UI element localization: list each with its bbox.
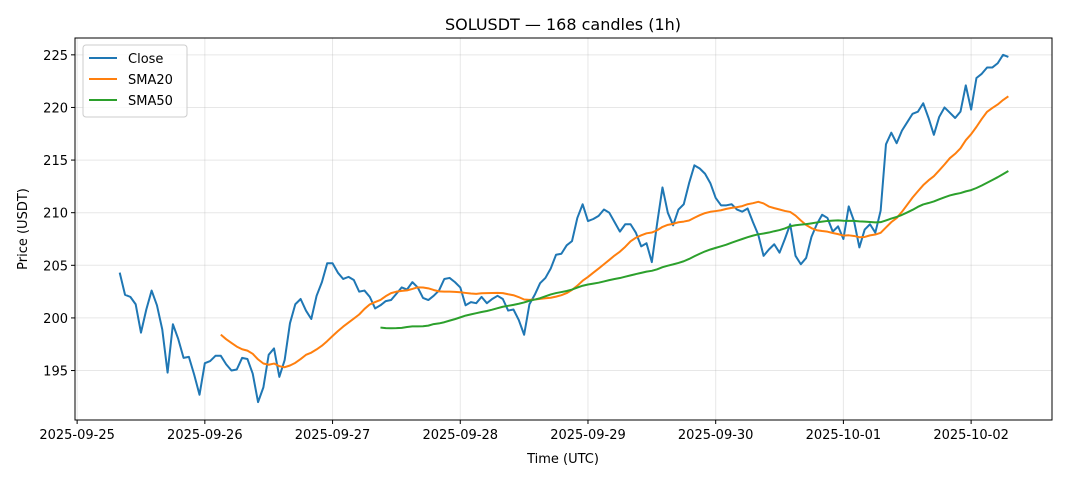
legend-label: Close bbox=[128, 52, 163, 67]
x-tick-label: 2025-10-01 bbox=[806, 428, 882, 443]
series-line-sma20 bbox=[220, 95, 1009, 369]
y-axis: 195 200 205 210 215 220 225 bbox=[43, 49, 75, 380]
x-tick-label: 2025-09-29 bbox=[550, 428, 626, 443]
y-tick-label: 200 bbox=[43, 312, 68, 327]
x-tick-label: 2025-09-26 bbox=[167, 428, 243, 443]
series-lines bbox=[118, 53, 1009, 404]
grid bbox=[75, 38, 1052, 420]
y-tick-label: 195 bbox=[43, 365, 68, 380]
plot-frame bbox=[74, 37, 1053, 421]
x-axis: 2025-09-25 2025-09-26 2025-09-27 2025-09-28… bbox=[39, 420, 1009, 443]
y-tick-label: 220 bbox=[43, 101, 68, 116]
legend-label: SMA20 bbox=[128, 73, 173, 88]
x-tick-label: 2025-09-30 bbox=[678, 428, 754, 443]
y-tick-label: 225 bbox=[43, 49, 68, 64]
x-tick-label: 2025-09-28 bbox=[422, 428, 498, 443]
x-tick-label: 2025-09-27 bbox=[295, 428, 371, 443]
legend-label: SMA50 bbox=[128, 94, 173, 109]
y-tick-label: 215 bbox=[43, 154, 68, 169]
series-line-close bbox=[118, 53, 1009, 404]
x-tick-label: 2025-10-02 bbox=[933, 428, 1009, 443]
y-tick-label: 210 bbox=[43, 207, 68, 222]
x-tick-label: 2025-09-25 bbox=[39, 428, 115, 443]
y-axis-label: Price (USDT) bbox=[16, 188, 31, 270]
chart-title: SOLUSDT — 168 candles (1h) bbox=[445, 15, 681, 34]
legend: Close SMA20 SMA50 bbox=[82, 44, 188, 118]
y-tick-label: 205 bbox=[43, 259, 68, 274]
series-line-sma50 bbox=[380, 170, 1009, 330]
x-axis-label: Time (UTC) bbox=[526, 452, 599, 467]
